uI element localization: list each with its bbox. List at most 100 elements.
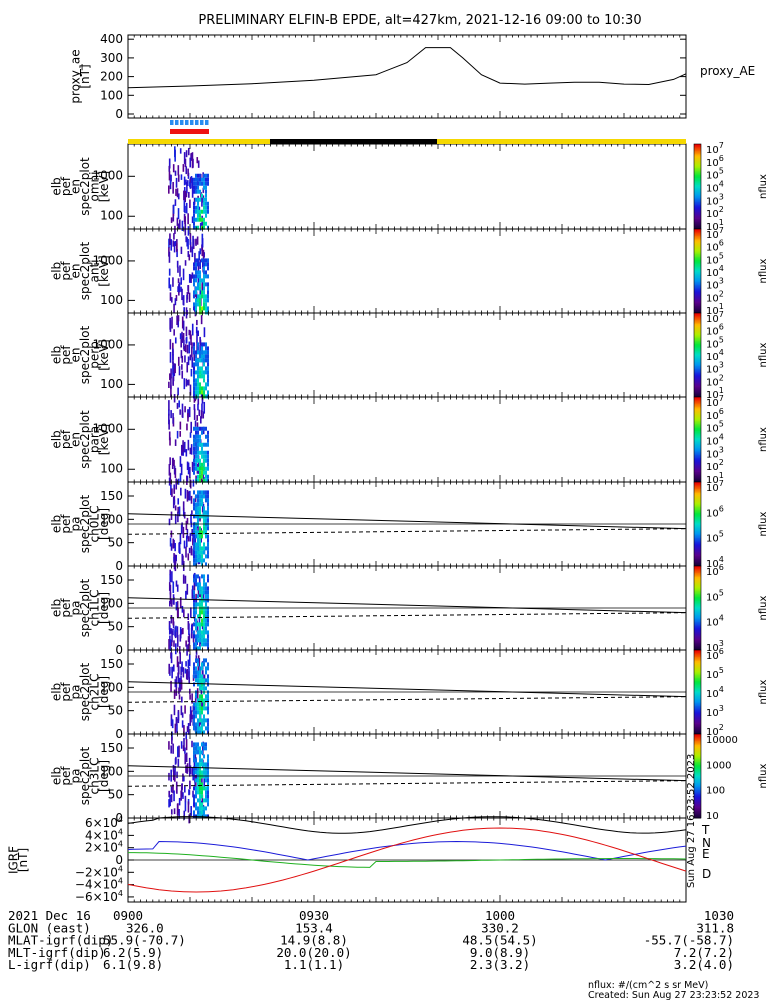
anti-data-pixel [193,274,195,279]
perp-ytick-label: 100 [100,377,123,391]
ch2LC-data-pixel [203,698,205,703]
ch1LC-data-pixel [172,628,174,636]
omni-ytick-label: 100 [100,209,123,223]
ch2LC-data-pixel [193,722,195,727]
para-cbar-cell [694,456,701,459]
anti-cbar-label: nflux [758,258,769,283]
ch1LC-data-pixel [179,627,182,639]
ch2LC-data-pixel [180,666,182,675]
para-data-pixel [203,462,205,467]
ch3LC-data-pixel [193,754,195,759]
para-cbar-cell [694,399,701,402]
ch3LC-data-pixel [197,782,199,787]
proxy-ae-ytick-label: 0 [115,107,123,121]
ch3LC-cbar-label: nflux [758,763,769,788]
omni-data-pixel [193,197,196,205]
anti-data-pixel [197,282,199,287]
ch1LC-cbar-cell [694,610,701,613]
perp-data-pixel [182,320,185,331]
ch3LC-data-pixel [184,795,187,803]
ch2LC-cbar-cell [694,706,701,708]
omni-cbar-cell [694,155,701,158]
ch0LC-data-pixel [186,517,189,525]
perp-data-pixel [203,342,205,347]
ch1LC-cbar-cell [694,617,701,620]
ch0LC-data-pixel [197,490,199,495]
perp-data-pixel [207,378,209,383]
ch2LC-data-pixel [184,668,187,674]
perp-data-pixel [203,350,205,355]
ch0LC-data-pixel [197,538,199,543]
ch2LC-data-pixel [168,663,171,674]
ch2LC-data-pixel [207,682,209,687]
perp-data-pixel [195,378,197,383]
anti-data-pixel [203,270,205,275]
omni-data-pixel [193,185,195,190]
para-data-pixel [199,442,201,447]
ch0LC-cbar-cell [694,535,701,538]
ch2LC-cbar-tick: 105 [706,666,724,681]
ch3LC-data-pixel [195,770,197,775]
perp-data-pixel [197,390,199,395]
ch1LC-data-pixel [201,610,203,615]
omni-cbar-cell [694,185,701,187]
ch1LC-cbar-cell [694,645,701,648]
ch0LC-data-pixel [184,488,187,499]
ch0LC-cbar-cell [694,559,701,561]
ch3LC-data-pixel [182,792,184,799]
ch3LC-data-pixel [201,758,203,763]
ch1LC-data-pixel [199,630,201,635]
ch1LC-data-pixel [201,574,203,579]
ch0LC-data-pixel [190,521,193,528]
ch3LC-cbar-cell [694,785,701,788]
ch1LC-data-pixel [169,574,172,583]
ch0LC-cbar-cell [694,512,701,515]
ch1LC-data-pixel [187,620,190,630]
omni-cbar-cell [694,145,701,148]
ch2LC-ytick-label: 100 [100,680,123,694]
ch0LC-data-pixel [200,536,202,543]
ch1LC-data-pixel [203,610,205,615]
ch3LC-data-pixel [203,786,205,791]
para-data-pixel [207,458,209,463]
para-cbar-cell [694,462,701,465]
para-data-pixel [193,466,195,471]
perp-data-pixel [203,386,205,391]
ch1LC-cbar-tick: 105 [706,588,724,603]
anti-cbar-cell [694,259,701,262]
ch1LC-data-pixel [203,582,205,587]
ch1LC-data-pixel [199,586,201,591]
omni-data-pixel [201,196,203,207]
para-data-pixel [203,458,205,463]
ch2LC-cbar-cell [694,683,701,686]
ch1LC-cbar-cell [694,629,701,631]
omni-data-pixel [207,201,209,206]
ch3LC-data-pixel [182,773,184,782]
perp-data-pixel [193,370,195,375]
para-data-pixel [173,465,176,475]
panel-ch0LC: elbpefpaspec2plotch0LC[deg]1501005001071… [49,479,769,573]
ch1LC-data-pixel [203,578,205,583]
ch2LC-data-pixel [197,718,199,723]
anti-data-pixel [199,270,201,275]
para-data-pixel [205,470,207,475]
ch1LC-cbar-cell [694,599,701,602]
perp-cbar-cell [694,364,701,367]
omni-data-pixel [195,197,197,202]
para-data-pixel [169,457,171,466]
ch3LC-data-pixel [197,798,199,803]
para-data-pixel [195,430,197,435]
ch1LC-cbar-cell [694,615,701,617]
perp-cbar-cell [694,313,701,315]
anti-data-pixel [191,272,194,279]
anti-data-pixel [197,262,199,267]
ch2LC-data-pixel [181,720,184,728]
omni-data-pixel [203,217,205,222]
ch0LC-cbar-cell [694,494,701,497]
anti-data-pixel [193,262,195,267]
ch3LC-data-pixel [197,778,199,783]
ch1LC-cbar-cell [694,571,701,574]
anti-data-pixel [198,251,200,261]
anti-data-pixel [195,298,197,303]
footer-cell: MLAT-igrf(dip) [8,933,113,948]
